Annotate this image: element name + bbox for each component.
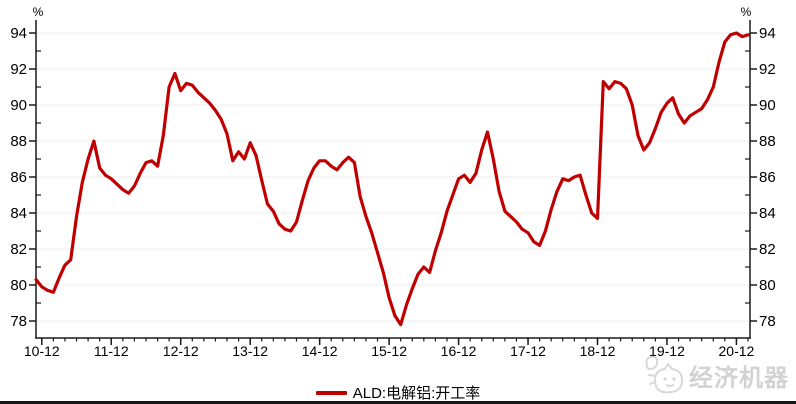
y-axis-label-right: 94 [759,25,776,42]
y-axis-label-left: 86 [10,169,27,186]
y-axis-label-left: 90 [10,97,27,114]
x-axis-label: 11-12 [94,343,129,359]
x-axis-label: 12-12 [163,343,199,359]
y-axis-label-right: 86 [759,169,776,186]
y-axis-label-right: 92 [759,61,776,78]
y-unit-right: % [741,5,752,19]
legend-line-swatch [315,390,347,395]
y-axis-label-right: 88 [759,133,776,150]
y-axis-label-left: 88 [10,133,27,150]
x-axis-label: 20-12 [719,343,755,359]
x-axis-label: 14-12 [302,343,338,359]
x-axis-label: 18-12 [580,343,616,359]
legend: ALD:电解铝:开工率 [0,382,796,403]
y-axis-label-right: 90 [759,97,776,114]
y-axis-label-left: 84 [10,205,27,222]
y-unit-left: % [33,5,44,19]
y-axis-label-right: 78 [759,313,776,330]
bottom-divider [0,401,796,404]
y-axis-label-left: 92 [10,61,27,78]
series-line [34,31,750,327]
y-axis-label-right: 82 [759,241,776,258]
x-axis-label: 13-12 [232,343,268,359]
x-axis-label: 15-12 [371,343,407,359]
y-axis-label-left: 80 [10,277,27,294]
y-axis-label-left: 82 [10,241,27,258]
y-axis-label-left: 94 [10,25,27,42]
y-axis-label-left: 78 [10,313,27,330]
x-axis-label: 10-12 [24,343,60,359]
y-axis-label-right: 80 [759,277,776,294]
y-axis-label-right: 84 [759,205,776,222]
x-axis-label: 16-12 [441,343,477,359]
x-axis-label: 19-12 [649,343,685,359]
x-axis-label: 17-12 [510,343,546,359]
legend-label: ALD:电解铝:开工率 [352,385,481,402]
